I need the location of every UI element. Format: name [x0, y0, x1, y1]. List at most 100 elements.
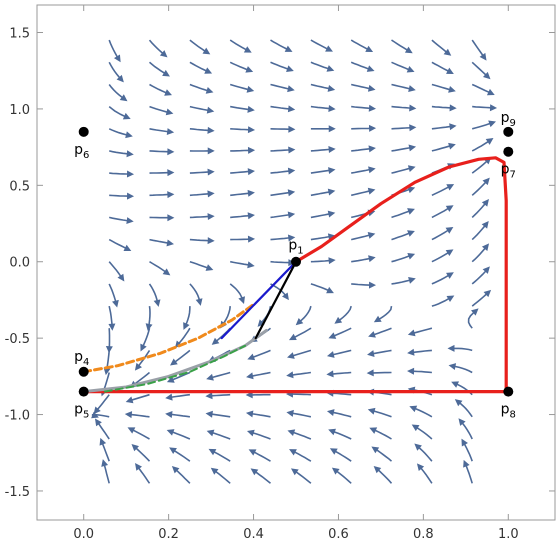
stream-arrowhead — [247, 106, 254, 113]
stream-line — [351, 235, 371, 240]
curve — [256, 262, 296, 338]
stream-arrowhead — [112, 300, 119, 308]
stream-line — [271, 215, 292, 218]
stream-line — [230, 215, 251, 217]
stream-line — [109, 151, 130, 154]
stream-line — [392, 168, 412, 173]
point-label: p4 — [74, 349, 89, 368]
stream-line — [351, 191, 371, 196]
stream-arrowhead — [288, 212, 295, 219]
x-tick-label: 0.4 — [243, 527, 264, 542]
stream-line — [291, 350, 311, 356]
stream-line — [351, 284, 372, 285]
stream-line — [311, 107, 332, 109]
stream-arrowhead — [287, 85, 295, 92]
stream-line — [311, 214, 332, 218]
stream-line — [392, 210, 412, 217]
stream-arrowhead — [246, 410, 253, 417]
stream-line — [109, 129, 129, 136]
stream-line — [150, 151, 171, 152]
stream-arrowhead — [207, 127, 214, 134]
stream-line — [373, 429, 392, 439]
stream-line — [472, 181, 487, 196]
stream-line — [392, 280, 412, 284]
stream-line — [472, 123, 492, 129]
stream-arrowhead — [126, 150, 133, 157]
stream-arrowhead — [127, 171, 134, 178]
stream-line — [271, 107, 292, 110]
stream-line — [351, 40, 369, 50]
stream-line — [109, 85, 124, 99]
point-label-sub: 8 — [510, 410, 516, 421]
stream-arrowhead — [207, 213, 214, 220]
stream-line — [109, 107, 127, 118]
stream-line — [109, 306, 112, 327]
stream-line — [230, 107, 251, 110]
stream-line — [230, 239, 251, 240]
stream-arrowhead — [368, 166, 376, 173]
stream-arrowhead — [286, 371, 293, 378]
stream-arrowhead — [207, 107, 215, 114]
stream-line — [230, 62, 249, 70]
stream-line — [372, 411, 392, 417]
stream-line — [271, 262, 292, 263]
stream-arrowhead — [369, 145, 376, 152]
stream-line — [190, 85, 210, 92]
stream-line — [333, 450, 351, 461]
stream-line — [271, 171, 292, 173]
stream-line — [472, 85, 491, 94]
point-label: p6 — [74, 142, 89, 161]
stream-line — [173, 450, 190, 462]
stream-line — [230, 129, 251, 130]
stream-line — [331, 412, 351, 417]
stream-line — [230, 150, 251, 151]
x-tick-label: 0.2 — [158, 527, 179, 542]
stream-line — [290, 413, 311, 417]
point-label-name: p — [74, 349, 83, 365]
point-label-sub: 4 — [83, 357, 89, 368]
stream-arrowhead — [207, 190, 214, 197]
stream-line — [170, 431, 190, 439]
stream-line — [432, 186, 451, 195]
y-tick-label: 0.0 — [9, 256, 30, 271]
stream-line — [311, 260, 332, 261]
stream-arrowhead — [408, 277, 416, 284]
stream-arrowhead — [368, 188, 376, 195]
stream-line — [338, 306, 352, 321]
stream-line — [392, 85, 412, 90]
stream-line — [109, 240, 128, 250]
stream-line — [461, 421, 472, 439]
point-label-sub: 6 — [83, 150, 89, 161]
stream-arrowhead — [170, 359, 178, 366]
y-tick-label: 1.5 — [9, 27, 30, 42]
stream-arrowhead — [248, 147, 255, 154]
stream-line — [351, 107, 372, 109]
stream-arrowhead — [288, 168, 295, 175]
stream-line — [271, 40, 289, 50]
stream-line — [190, 194, 211, 196]
point-label: p8 — [501, 402, 516, 421]
stream-line — [102, 442, 109, 462]
stream-line — [130, 395, 150, 401]
stream-arrowhead — [369, 282, 376, 289]
stream-line — [131, 429, 149, 439]
point-label-name: p — [288, 238, 297, 254]
point — [79, 387, 89, 397]
stream-arrowhead — [448, 86, 456, 93]
stream-arrowhead — [408, 165, 416, 172]
point-label-name: p — [74, 142, 83, 158]
stream-arrowhead — [248, 190, 255, 197]
point-label-sub: 1 — [297, 246, 303, 257]
stream-line — [142, 328, 149, 348]
stream-arrowhead — [288, 189, 295, 196]
stream-arrowhead — [288, 146, 295, 153]
y-tick-label: -1.0 — [5, 409, 30, 424]
stream-line — [230, 40, 248, 51]
stream-line — [432, 274, 451, 284]
stream-arrowhead — [154, 299, 161, 307]
stream-line — [472, 40, 484, 57]
stream-line — [330, 373, 351, 375]
stream-line — [294, 471, 311, 484]
stream-line — [392, 147, 413, 151]
stream-line — [465, 464, 472, 484]
